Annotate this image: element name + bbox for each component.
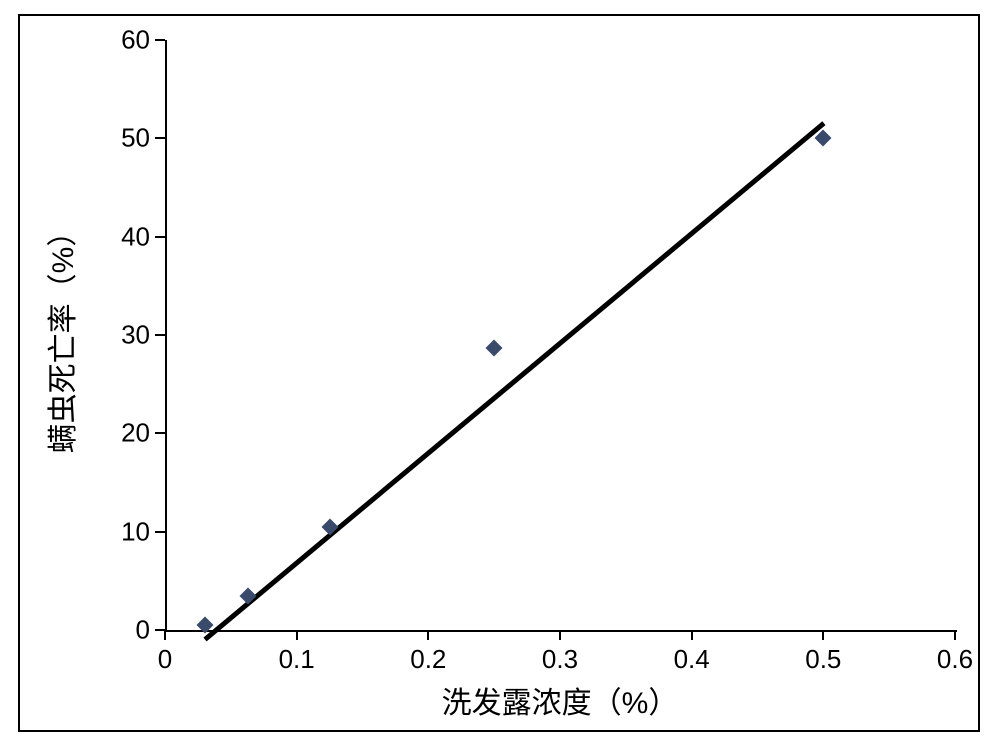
x-tick [164,630,166,640]
x-tick-label: 0.2 [410,644,446,675]
x-tick-label: 0.3 [542,644,578,675]
x-tick-label: 0.6 [937,644,973,675]
y-tick-label: 60 [100,25,150,56]
y-tick-label: 10 [100,516,150,547]
y-tick-label: 0 [100,615,150,646]
y-tick-label: 50 [100,123,150,154]
x-tick-label: 0.5 [805,644,841,675]
x-tick-label: 0 [158,644,172,675]
y-tick [155,531,165,533]
x-axis-label: 洗发露浓度（%） [442,678,679,722]
x-tick-label: 0.4 [674,644,710,675]
x-tick-label: 0.1 [279,644,315,675]
x-tick [822,630,824,640]
y-tick [155,432,165,434]
y-axis-label: 螨虫死亡率（%） [38,217,82,454]
x-tick [954,630,956,640]
y-tick-label: 20 [100,418,150,449]
x-tick [296,630,298,640]
x-tick [559,630,561,640]
y-tick [155,334,165,336]
y-tick [155,236,165,238]
y-tick [155,39,165,41]
chart-plot-area [165,40,957,632]
y-tick [155,137,165,139]
x-tick [427,630,429,640]
y-tick-label: 30 [100,320,150,351]
y-tick-label: 40 [100,221,150,252]
x-tick [691,630,693,640]
